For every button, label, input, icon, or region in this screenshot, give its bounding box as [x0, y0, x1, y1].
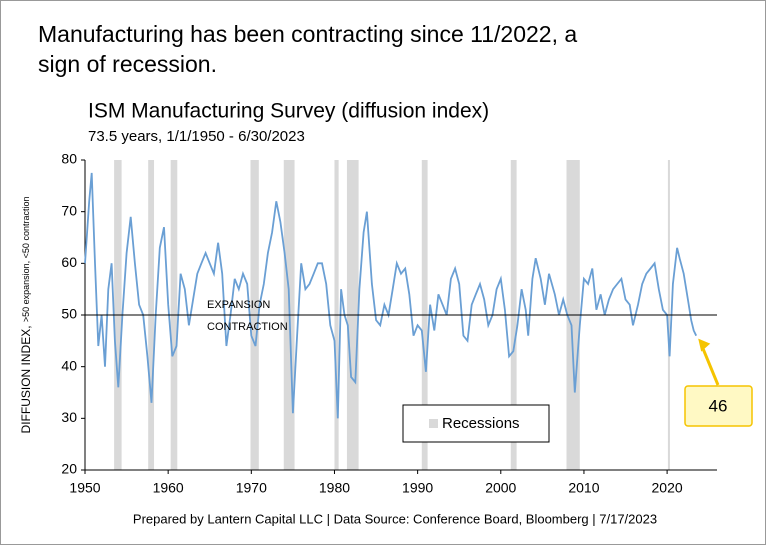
x-tick-label: 2000 [485, 480, 516, 496]
x-tick-label: 1950 [69, 480, 100, 496]
y-tick-label: 70 [61, 202, 77, 218]
y-axis-label: DIFFUSION INDEX, >50 expansion, <50 cont… [19, 197, 33, 434]
y-tick-label: 40 [61, 357, 77, 373]
callout-arrow [700, 346, 720, 386]
x-tick-label: 1980 [319, 480, 350, 496]
y-tick-label: 50 [61, 306, 77, 322]
x-tick-label: 2010 [568, 480, 599, 496]
upper-label: EXPANSION [207, 299, 270, 311]
y-label-main: DIFFUSION INDEX, [19, 322, 33, 433]
y-tick-label: 20 [61, 461, 77, 477]
legend-swatch [429, 419, 438, 428]
chart-subtitle: 73.5 years, 1/1/1950 - 6/30/2023 [88, 128, 305, 145]
x-tick-label: 1960 [153, 480, 184, 496]
y-label-note: >50 expansion, <50 contraction [21, 197, 31, 323]
callout-arrowhead [698, 338, 711, 352]
callout-box [684, 385, 753, 427]
y-tick-label: 80 [61, 151, 77, 167]
legend-label: Recessions [442, 415, 520, 432]
headline: Manufacturing has been contracting since… [38, 21, 577, 77]
source: Prepared by Lantern Capital LLC | Data S… [133, 511, 657, 526]
x-tick-label: 1990 [402, 480, 433, 496]
y-tick-label: 60 [61, 254, 77, 270]
x-tick-label: 2020 [652, 480, 683, 496]
x-tick-label: 1970 [236, 480, 267, 496]
chart-title: ISM Manufacturing Survey (diffusion inde… [88, 100, 489, 123]
callout-value: 46 [709, 396, 728, 415]
y-tick-label: 30 [61, 409, 77, 425]
lower-label: CONTRACTION [207, 321, 288, 333]
legend-box [402, 404, 550, 443]
